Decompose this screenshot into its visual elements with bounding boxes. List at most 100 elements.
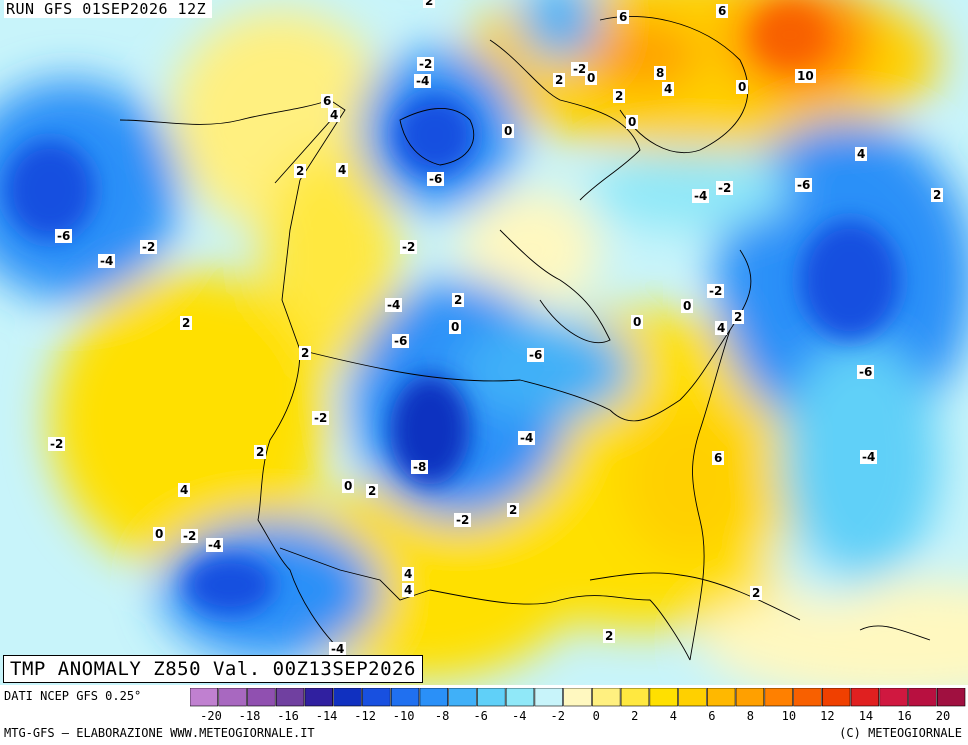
contour-label: -4 [329, 642, 347, 656]
color-scale-cell [620, 688, 650, 707]
contour-label: 0 [626, 115, 639, 129]
contour-label: -4 [860, 450, 878, 464]
contour-label: -2 [400, 240, 418, 254]
contour-label: 0 [153, 527, 166, 541]
contour-label: 4 [402, 583, 415, 597]
contour-label: -4 [98, 254, 116, 268]
contour-label: 6 [712, 451, 725, 465]
contour-label: -8 [411, 460, 429, 474]
contour-label: 2 [254, 445, 267, 459]
color-scale-cell [850, 688, 880, 707]
contour-label: -2 [140, 240, 158, 254]
contour-label: 0 [681, 299, 694, 313]
credit-right: (C) METEOGIORNALE [839, 726, 962, 740]
temperature-anomaly-map: RUN GFS 01SEP2026 12Z 2 6 6 -2 -4 -2 0 2… [0, 0, 968, 685]
color-scale-tick-label: -4 [511, 709, 527, 723]
color-scale-tick-label: 6 [708, 709, 716, 723]
contour-label: 8 [654, 66, 667, 80]
color-scale-tick-label: 12 [820, 709, 835, 723]
color-scale-tick-label: 0 [592, 709, 600, 723]
contour-label: -2 [571, 62, 589, 76]
contour-label: 4 [328, 108, 341, 122]
contour-label: 0 [585, 71, 598, 85]
color-scale-tick-label: 4 [669, 709, 677, 723]
contour-label: 0 [736, 80, 749, 94]
color-scale-tick-label: -8 [434, 709, 450, 723]
credit-left: MTG-GFS — ELABORAZIONE WWW.METEOGIORNALE… [4, 726, 315, 740]
contour-label: 0 [502, 124, 515, 138]
color-scale-tick-label: -2 [550, 709, 565, 723]
color-scale-cell [390, 688, 420, 707]
color-scale-cell [448, 688, 477, 707]
contour-label: -6 [392, 334, 410, 348]
color-scale-tick-label: -20 [200, 709, 222, 723]
contour-label: 6 [716, 4, 729, 18]
color-scale-tick-label: 2 [631, 709, 639, 723]
contour-label: 6 [617, 10, 630, 24]
color-scale-tick-label: -14 [315, 709, 338, 723]
data-source-label: DATI NCEP GFS 0.25° [4, 689, 142, 703]
color-scale-tick-label: 14 [858, 709, 874, 723]
color-scale-cell [362, 688, 391, 707]
color-scale-cell [218, 688, 247, 707]
contour-label: -2 [454, 513, 472, 527]
color-scale-cell [936, 688, 966, 707]
color-scale-tick-label: 10 [781, 709, 797, 723]
contour-label: -6 [427, 172, 445, 186]
contour-label: 0 [449, 320, 462, 334]
color-scale-cell [793, 688, 822, 707]
color-scale-cell [563, 688, 592, 707]
contour-label: 6 [321, 94, 334, 108]
anomaly-field [0, 0, 968, 685]
contour-label: -4 [692, 189, 710, 203]
contour-label: -4 [385, 298, 403, 312]
color-scale-cell [247, 688, 276, 707]
contour-label: 10 [795, 69, 816, 83]
contour-label: 2 [452, 293, 465, 307]
contour-label: -6 [857, 365, 875, 379]
color-scale-bar [190, 688, 966, 707]
color-scale-cell [477, 688, 506, 707]
color-scale-cell [534, 688, 563, 707]
contour-label: 2 [423, 0, 436, 8]
contour-label: 0 [631, 315, 644, 329]
color-scale-cell [707, 688, 736, 707]
contour-label: 2 [732, 310, 745, 324]
contour-label: 4 [855, 147, 868, 161]
contour-label: -4 [518, 431, 536, 445]
contour-label: -6 [55, 229, 73, 243]
color-scale-tick-label: 8 [746, 709, 754, 723]
contour-label: 2 [507, 503, 520, 517]
color-scale-cell [333, 688, 362, 707]
contour-label: -6 [527, 348, 545, 362]
contour-label: 2 [366, 484, 379, 498]
contour-label: -4 [206, 538, 224, 552]
contour-label: 2 [750, 586, 763, 600]
contour-label: -2 [716, 181, 734, 195]
contour-label: 2 [613, 89, 626, 103]
color-scale-cell [764, 688, 793, 707]
color-scale-cell [505, 688, 535, 707]
contour-label: 4 [715, 321, 728, 335]
contour-label: -2 [181, 529, 199, 543]
color-scale-tick-label: -10 [392, 709, 415, 723]
run-title: RUN GFS 01SEP2026 12Z [4, 0, 213, 18]
contour-label: 2 [603, 629, 616, 643]
color-scale-cell [908, 688, 937, 707]
contour-label: -6 [795, 178, 813, 192]
contour-label: -2 [312, 411, 330, 425]
contour-label: 0 [342, 479, 355, 493]
contour-label: 4 [402, 567, 415, 581]
color-scale-tick-label: -12 [354, 709, 376, 723]
color-scale-cell [649, 688, 678, 707]
contour-label: -2 [417, 57, 435, 71]
contour-label: 2 [180, 316, 193, 330]
contour-label: -2 [707, 284, 725, 298]
contour-label: 4 [178, 483, 191, 497]
color-scale-tick-label: -18 [238, 709, 261, 723]
field-title: TMP ANOMALY Z850 Val. 00Z13SEP2026 [3, 655, 423, 683]
color-scale-cell [419, 688, 448, 707]
color-scale-tick-label: -16 [277, 709, 299, 723]
contour-label: -2 [48, 437, 66, 451]
color-scale-cell [879, 688, 908, 707]
